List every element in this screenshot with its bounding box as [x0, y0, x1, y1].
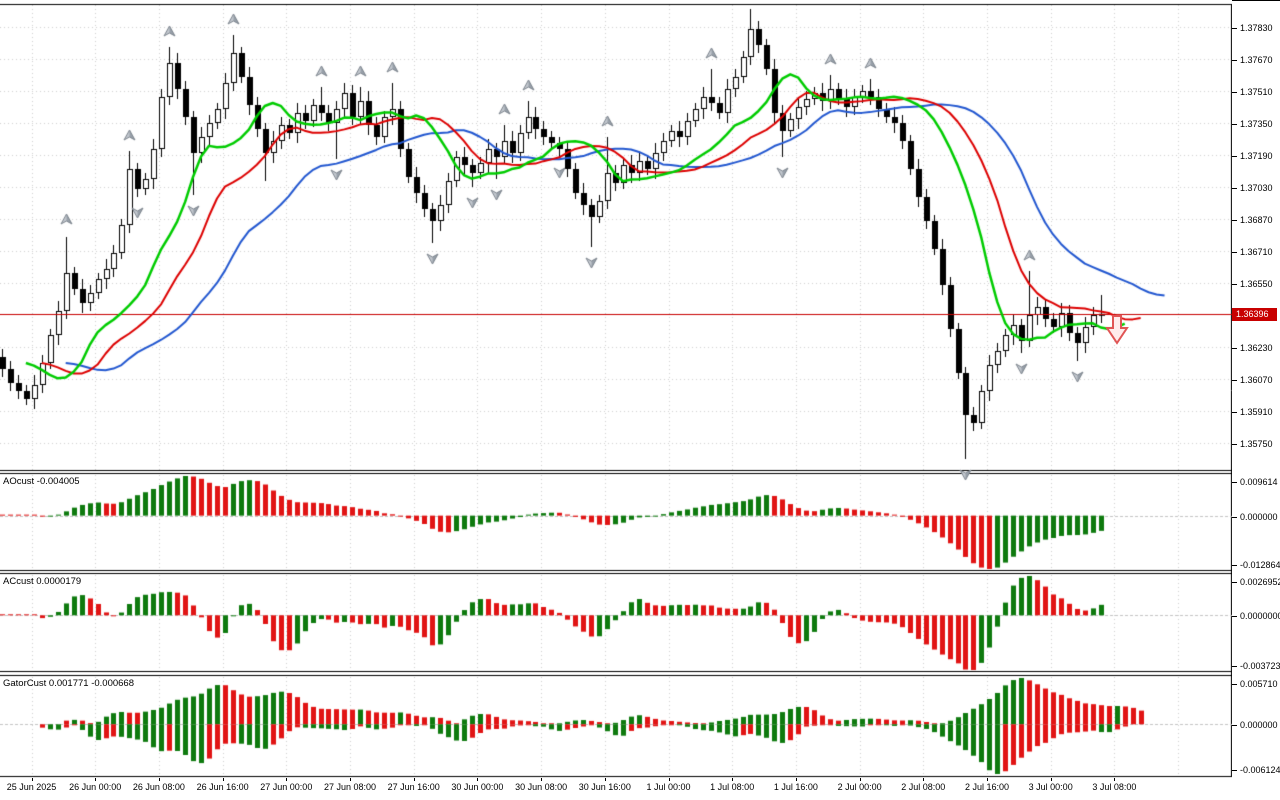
price-label: 0.009614	[1240, 477, 1278, 487]
price-label: 1.36070	[1240, 375, 1273, 385]
time-axis[interactable]: 25 Jun 2025 26 Jun 00:00 26 Jun 08:00 26 Ju…	[0, 778, 1280, 800]
price-label: 1.37510	[1240, 87, 1273, 97]
axis-tick	[1232, 188, 1237, 189]
time-label: 27 Jun 16:00	[387, 782, 440, 792]
axis-tick	[732, 778, 733, 781]
axis-tick	[1232, 616, 1237, 617]
axis-tick	[796, 778, 797, 781]
axis-tick	[1232, 666, 1237, 667]
axis-tick	[1232, 124, 1237, 125]
main-chart-canvas[interactable]	[0, 0, 1232, 778]
axis-tick	[1232, 565, 1237, 566]
axis-tick	[1232, 684, 1237, 685]
sell-signal-arrow-icon	[1105, 315, 1129, 345]
axis-tick	[1232, 28, 1237, 29]
price-label: -0.012864	[1240, 560, 1280, 570]
axis-tick	[987, 778, 988, 781]
price-label: 1.37830	[1240, 23, 1273, 33]
axis-tick	[1232, 517, 1237, 518]
axis-tick	[1232, 582, 1237, 583]
price-label: 1.35750	[1240, 439, 1273, 449]
time-label: 30 Jun 08:00	[515, 782, 568, 792]
time-label: 1 Jul 00:00	[646, 782, 691, 792]
price-label: 1.35910	[1240, 407, 1273, 417]
axis-tick	[1232, 156, 1237, 157]
time-label: 26 Jun 00:00	[69, 782, 122, 792]
axis-tick	[223, 778, 224, 781]
axis-tick	[669, 778, 670, 781]
axis-tick	[477, 778, 478, 781]
price-label: 1.36870	[1240, 215, 1273, 225]
price-label: 1.36550	[1240, 279, 1273, 289]
time-label: 30 Jun 16:00	[578, 782, 631, 792]
price-label: -0.0037236	[1240, 661, 1280, 671]
price-label: 1.37030	[1240, 183, 1273, 193]
axis-tick	[1232, 412, 1237, 413]
axis-tick	[1114, 778, 1115, 781]
axis-tick	[1232, 220, 1237, 221]
axis-tick	[1232, 380, 1237, 381]
time-label: 1 Jul 08:00	[710, 782, 755, 792]
axis-tick	[1232, 444, 1237, 445]
price-label: 1.37190	[1240, 151, 1273, 161]
current-price-badge: 1.36396	[1232, 308, 1277, 321]
time-label: 27 Jun 00:00	[260, 782, 313, 792]
axis-tick	[1232, 60, 1237, 61]
price-label: 0.000000	[1240, 511, 1278, 522]
time-label: 2 Jul 08:00	[901, 782, 946, 792]
axis-tick	[1232, 252, 1237, 253]
axis-tick	[159, 778, 160, 781]
axis-tick	[95, 778, 96, 781]
price-scale[interactable]: 1.36396 1.37830 1.37670 1.37510 1.37350 1.37…	[1232, 0, 1280, 778]
axis-tick	[1232, 348, 1237, 349]
time-label: 26 Jun 16:00	[196, 782, 249, 792]
axis-tick	[1232, 725, 1237, 726]
axis-tick	[414, 778, 415, 781]
price-label: 0.000000	[1240, 720, 1278, 731]
axis-tick	[1051, 778, 1052, 781]
panel-title-gatorcust: GatorCust 0.001771 -0.000668	[3, 678, 134, 689]
axis-tick	[1232, 482, 1237, 483]
price-label: -0.006124	[1240, 765, 1280, 775]
axis-tick	[541, 778, 542, 781]
time-label: 3 Jul 08:00	[1092, 782, 1137, 792]
axis-tick	[1232, 284, 1237, 285]
axis-tick	[350, 778, 351, 781]
panel-title-accust: ACcust 0.0000179	[3, 576, 82, 587]
time-label: 1 Jul 16:00	[773, 782, 818, 792]
price-label: 0.0000000	[1240, 611, 1280, 622]
axis-tick	[923, 778, 924, 781]
axis-tick	[1232, 92, 1237, 93]
time-label: 27 Jun 08:00	[323, 782, 377, 792]
time-label: 3 Jul 00:00	[1028, 782, 1073, 792]
time-label: 25 Jun 2025	[6, 782, 57, 792]
price-label: 0.005710	[1240, 679, 1278, 689]
price-label: 1.37670	[1240, 55, 1273, 65]
panel-title-aocust: AOcust -0.004005	[3, 476, 80, 487]
axis-tick	[32, 778, 33, 781]
axis-tick	[286, 778, 287, 781]
axis-tick	[605, 778, 606, 781]
time-label: 30 Jun 00:00	[451, 782, 504, 792]
axis-tick	[1232, 770, 1237, 771]
price-label: 1.37350	[1240, 119, 1273, 129]
time-label: 2 Jul 16:00	[964, 782, 1010, 792]
time-label: 2 Jul 00:00	[837, 782, 882, 792]
price-label: 1.36710	[1240, 247, 1273, 257]
axis-tick	[860, 778, 861, 781]
price-label: 0.0026952	[1240, 577, 1280, 587]
time-label: 26 Jun 08:00	[132, 782, 185, 792]
price-label: 1.36230	[1240, 343, 1273, 353]
